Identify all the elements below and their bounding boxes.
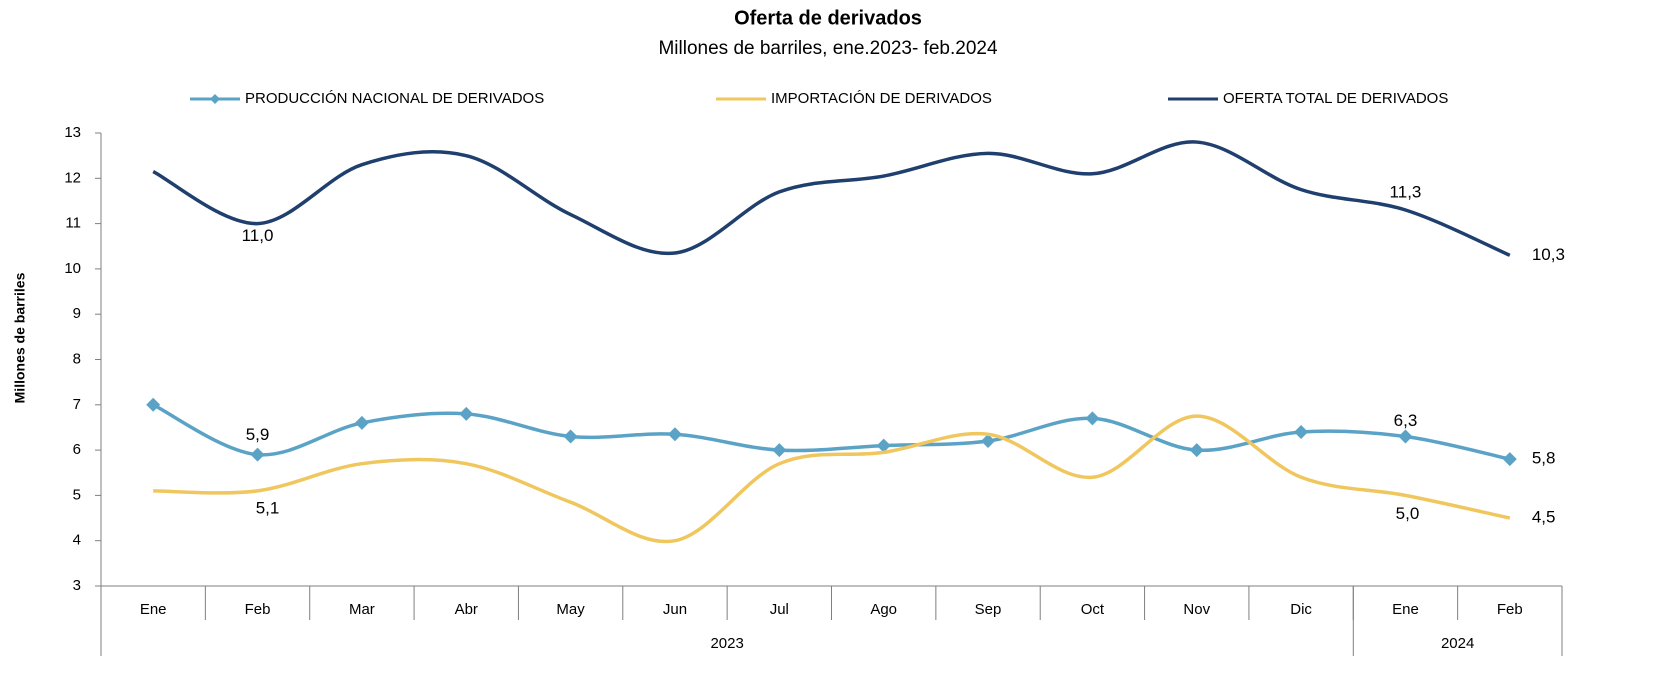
series-line bbox=[153, 414, 1511, 544]
data-point bbox=[772, 443, 787, 458]
data-point bbox=[1294, 424, 1309, 439]
y-tick-label: 13 bbox=[64, 124, 81, 141]
y-tick-label: 4 bbox=[73, 532, 81, 549]
x-tick-label: Ene bbox=[1392, 601, 1419, 618]
legend-label: OFERTA TOTAL DE DERIVADOS bbox=[1223, 90, 1448, 107]
x-tick-label: Ago bbox=[870, 601, 897, 618]
data-point bbox=[1085, 411, 1100, 426]
series-line bbox=[152, 140, 1511, 257]
x-tick-label: Sep bbox=[975, 601, 1002, 618]
y-tick-label: 8 bbox=[73, 350, 81, 367]
y-tick-label: 5 bbox=[73, 486, 81, 503]
data-label: 11,3 bbox=[1390, 182, 1422, 201]
data-label: 5,8 bbox=[1532, 449, 1556, 468]
data-point bbox=[354, 415, 369, 430]
x-tick-label: Ene bbox=[140, 601, 167, 618]
data-point bbox=[1398, 429, 1413, 444]
y-axis-label: Millones de barriles bbox=[12, 272, 28, 403]
data-point bbox=[459, 406, 474, 421]
data-label: 10,3 bbox=[1532, 245, 1565, 264]
x-tick-label: Abr bbox=[455, 601, 478, 618]
legend-marker bbox=[210, 94, 220, 104]
y-tick-label: 9 bbox=[73, 305, 81, 322]
data-point bbox=[667, 427, 682, 442]
x-tick-label: May bbox=[556, 601, 585, 618]
x-tick-label: Nov bbox=[1183, 601, 1210, 618]
x-tick-label: Jul bbox=[770, 601, 789, 618]
data-point bbox=[563, 429, 578, 444]
x-tick-label: Feb bbox=[245, 601, 271, 618]
y-tick-label: 11 bbox=[65, 215, 81, 232]
data-label: 11,0 bbox=[242, 226, 274, 245]
y-tick-label: 3 bbox=[73, 577, 81, 594]
x-tick-label: Dic bbox=[1290, 601, 1312, 618]
data-point bbox=[876, 438, 891, 453]
data-point bbox=[146, 397, 161, 412]
data-point bbox=[250, 447, 265, 462]
legend-label: PRODUCCIÓN NACIONAL DE DERIVADOS bbox=[245, 90, 544, 107]
series-line bbox=[152, 403, 1511, 461]
y-tick-label: 6 bbox=[73, 441, 81, 458]
legend-label: IMPORTACIÓN DE DERIVADOS bbox=[771, 90, 992, 107]
y-tick-label: 12 bbox=[64, 169, 81, 186]
y-tick-label: 7 bbox=[73, 396, 81, 413]
x-tick-label: Mar bbox=[349, 601, 375, 618]
data-label: 6,3 bbox=[1394, 411, 1418, 430]
x-tick-label: Jun bbox=[663, 601, 687, 618]
data-point bbox=[981, 434, 996, 449]
data-label: 5,9 bbox=[246, 425, 270, 444]
x-tick-label: Oct bbox=[1081, 601, 1105, 618]
x-tick-label: Feb bbox=[1497, 601, 1523, 618]
chart-subtitle: Millones de barriles, ene.2023- feb.2024 bbox=[658, 38, 997, 59]
chart-title: Oferta de derivados bbox=[734, 7, 922, 29]
data-label: 5,0 bbox=[1396, 504, 1420, 523]
data-point bbox=[1502, 452, 1517, 467]
y-tick-label: 10 bbox=[64, 260, 81, 277]
x-group-label: 2024 bbox=[1441, 635, 1474, 652]
data-point bbox=[1189, 443, 1204, 458]
data-label: 5,1 bbox=[256, 498, 280, 517]
data-label: 4,5 bbox=[1532, 508, 1556, 527]
x-group-label: 2023 bbox=[710, 635, 743, 652]
